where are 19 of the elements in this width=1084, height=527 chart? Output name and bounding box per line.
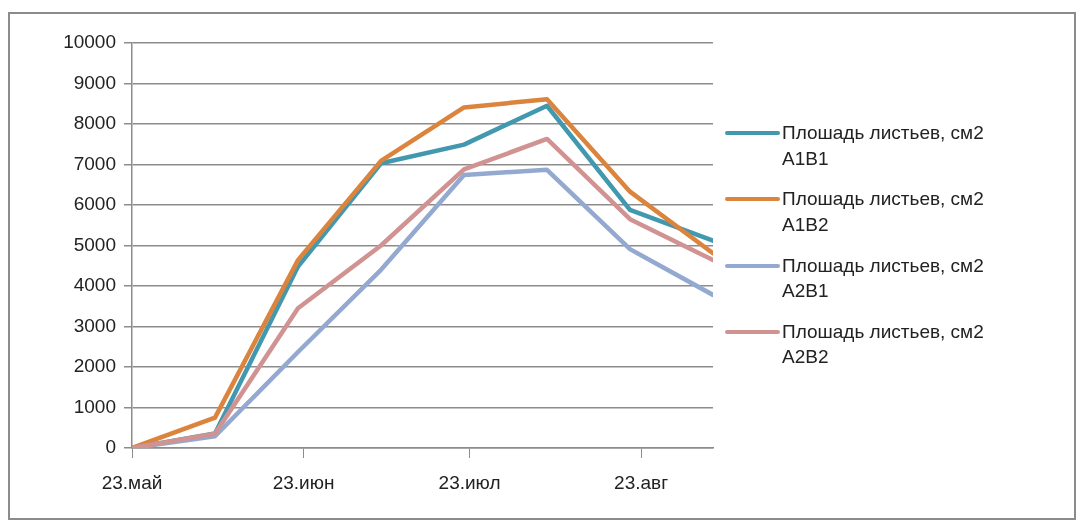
x-tick-label: 23.июн (272, 471, 335, 493)
y-tick-label: 6000 (73, 193, 116, 215)
x-tick-label: 23.июл (438, 471, 501, 493)
legend-label: Плошадь листьев, см2 A1B1 (782, 121, 985, 171)
y-tick-label: 9000 (73, 71, 116, 93)
legend-label: Плошадь листьев, см2 A1B2 (782, 187, 985, 237)
y-tick-label: 0 (105, 436, 116, 458)
y-tick-label: 3000 (73, 314, 116, 336)
x-tick-label: 23.май (101, 471, 163, 493)
legend-label: Плошадь листьев, см2 A2B1 (782, 253, 985, 304)
y-tick-label: 4000 (73, 274, 116, 296)
y-tick-label: 2000 (73, 355, 116, 377)
y-tick-label: 1000 (73, 395, 116, 417)
y-tick-label: 5000 (73, 233, 116, 255)
legend-label: Плошадь листьев, см2 A2B2 (782, 319, 985, 370)
y-tick-label: 7000 (73, 152, 116, 174)
y-tick-label: 10000 (63, 31, 116, 53)
x-tick-label: 23.авг (614, 471, 669, 493)
y-tick-label: 8000 (73, 112, 116, 134)
